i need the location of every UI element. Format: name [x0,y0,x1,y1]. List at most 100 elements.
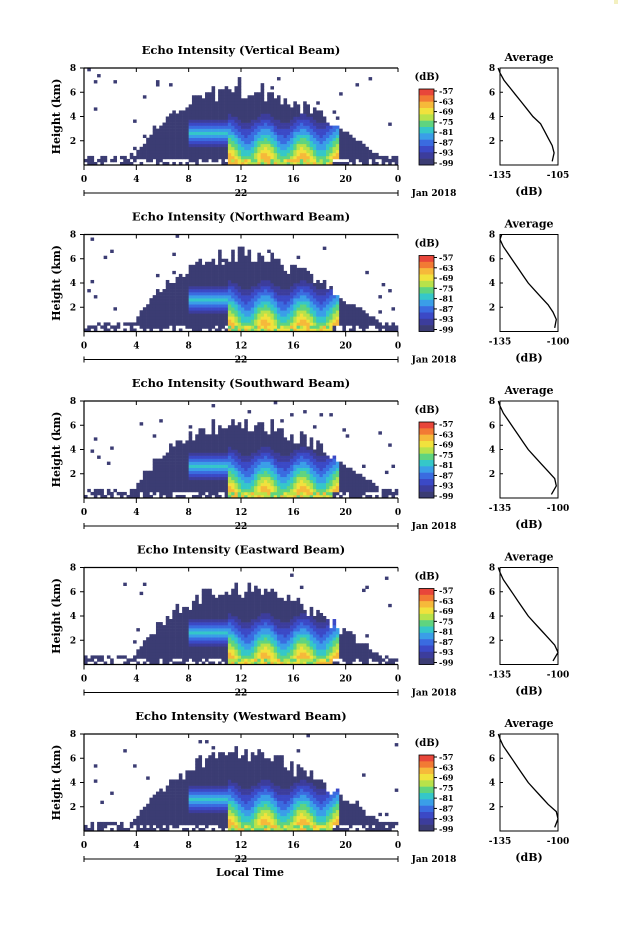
heat-cell [290,283,294,287]
heat-cell [352,482,356,487]
heat-cell [260,258,265,263]
heat-cell [260,319,265,323]
heat-cell [198,292,203,296]
heat-cell [224,143,229,148]
heat-cell [195,292,199,296]
heat-cell [260,482,265,487]
heat-cell [280,122,284,126]
heat-cell [191,113,196,117]
heat-cell [254,140,258,145]
heat-cell [306,452,310,456]
heat-cell [178,128,183,132]
heat-cell [211,431,216,435]
heat-cell [185,655,189,659]
heat-cell [273,286,278,290]
heat-cell [195,628,199,632]
heat-cell [290,491,294,496]
heat-cell [280,152,284,157]
x-tick-label: 12 [235,175,248,185]
heat-cell [198,122,203,126]
heat-cell [237,86,242,90]
heat-cell [306,113,310,117]
heat-cell [276,488,281,493]
heat-cell [195,261,199,266]
heat-cell [319,443,324,447]
heat-cell [316,298,320,302]
heat-cell [273,470,278,475]
heat-cell [244,485,248,490]
heat-cell [106,322,111,326]
heat-cell [149,634,153,638]
heat-cell [267,470,271,475]
heat-cell [362,325,366,329]
heat-cell [205,619,209,623]
heat-cell [299,149,304,154]
heat-cell [237,661,242,665]
heat-cell [241,276,245,281]
heat-cell [234,491,239,496]
heat-cell [244,289,248,293]
heat-cell [227,473,232,478]
heat-cell [296,276,301,281]
heat-cell [198,319,203,323]
heat-cell [241,298,245,302]
heat-cell [250,131,255,135]
heat-cell [326,488,330,493]
heat-cell [244,267,248,272]
heat-cell [276,494,281,499]
heat-cell [146,473,150,478]
heat-cell [316,304,320,308]
heat-cell [296,310,301,314]
heat-cell [172,470,176,475]
colorbar-segment [419,146,434,153]
heat-cell [263,325,268,329]
heat-cell [260,637,265,641]
heat-cell [322,131,327,135]
heat-cell [247,261,252,266]
heat-cell [309,458,314,462]
heat-cell [231,609,235,614]
heat-cell [316,131,320,135]
heat-cell [247,494,252,499]
heat-cell [299,494,304,499]
heat-cell [165,322,170,326]
heat-cell [263,640,268,644]
heat-cell [267,319,271,323]
heat-cell [260,137,265,142]
heat-cell [178,301,183,305]
heat-cell [211,301,216,305]
heat-cell [218,292,222,296]
heat-cell [358,152,363,157]
heat-cell [339,304,343,308]
heat-cell [198,304,203,308]
heat-cell [290,455,294,459]
heat-cell [182,637,186,641]
heat-cell [299,449,304,453]
heat-cell [254,612,258,617]
heat-cell [345,310,350,314]
heat-cell [195,283,199,287]
heat-cell [332,310,337,314]
heat-cell [237,440,242,444]
heat-cell [303,491,307,496]
heat-cell [309,467,314,472]
heat-cell [339,485,343,490]
heat-cell [234,304,239,308]
heat-cell [159,488,163,493]
heat-cell [227,131,232,135]
heat-cell [162,304,167,308]
heat-cell [322,146,327,151]
heat-cell [136,152,140,157]
heat-cell [257,104,261,108]
heat-cell [237,267,242,272]
heat-cell [149,143,153,148]
heat-cell [319,467,324,472]
heat-cell [257,107,261,111]
heat-cell [149,137,153,142]
heat-cell [303,437,307,441]
heat-cell [260,476,265,481]
heat-cell [231,661,235,665]
heat-cell [211,316,216,320]
heat-cell [276,77,281,81]
heat-cell [205,461,209,465]
